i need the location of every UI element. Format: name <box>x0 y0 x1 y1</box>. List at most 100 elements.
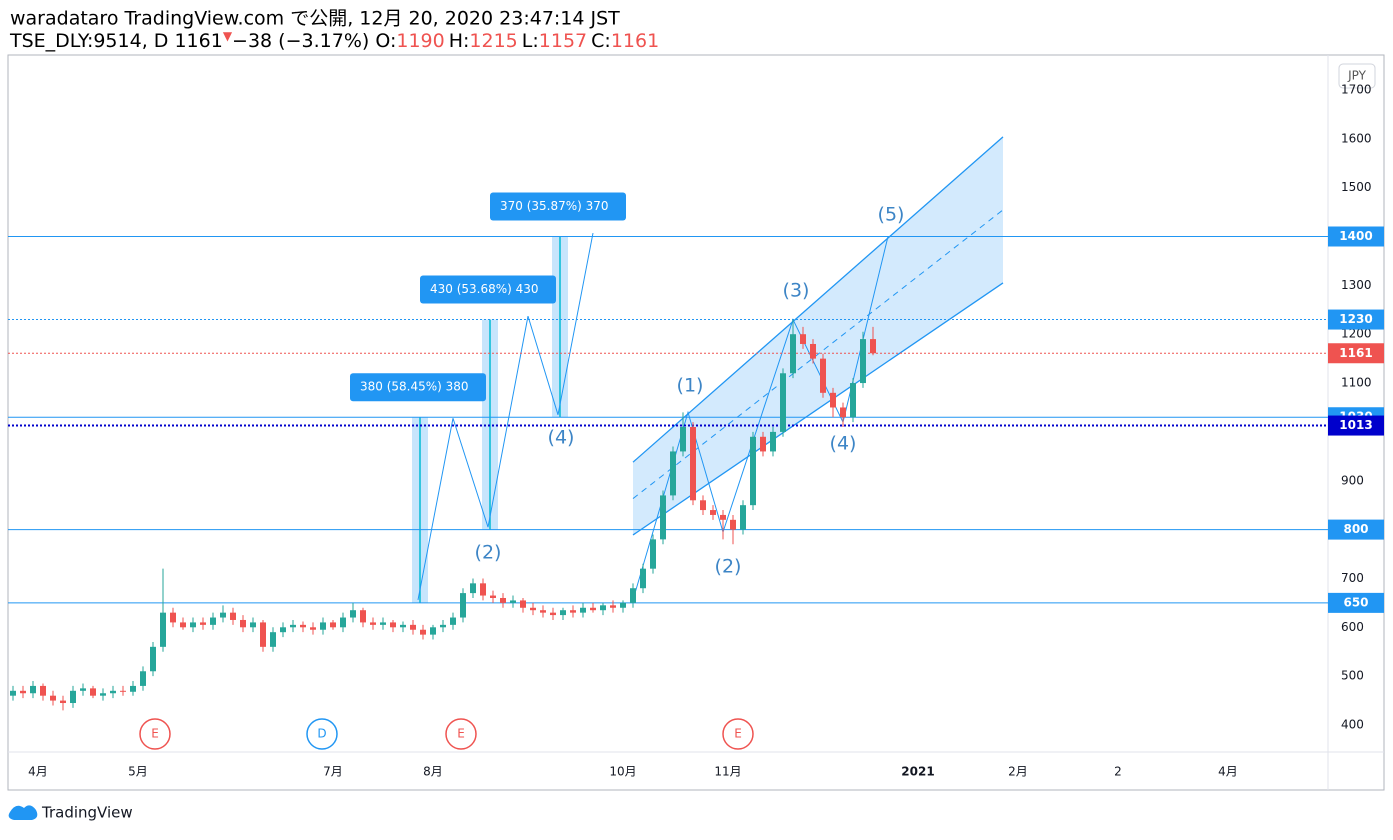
wave-label: (2) <box>715 556 742 578</box>
candle-body <box>770 431 776 452</box>
measure-label-box <box>490 192 626 221</box>
wave-label: (3) <box>783 280 810 302</box>
candle-body <box>680 427 686 452</box>
x-tick-label: 4月 <box>28 765 48 779</box>
candle-body <box>270 632 276 647</box>
candle-body <box>860 339 866 384</box>
event-label: E <box>151 727 159 741</box>
price-label: 1013 <box>1339 418 1372 432</box>
price-label-box <box>1328 343 1384 364</box>
candle-body <box>620 602 626 608</box>
candle-body <box>710 510 716 515</box>
y-tick-label: 500 <box>1341 669 1364 683</box>
measure-label: 380 (58.45%) 380 <box>360 380 469 394</box>
candle-body <box>340 617 346 628</box>
measure-label: 430 (53.68%) 430 <box>430 282 539 296</box>
symbol: TSE_DLY:9514, D 1161 <box>9 30 223 52</box>
candle-body <box>450 617 456 625</box>
event-label: E <box>734 727 742 741</box>
channel-upper <box>632 136 1004 463</box>
candle-body <box>590 607 596 611</box>
channel-mid <box>632 209 1004 499</box>
event-marker <box>139 718 171 750</box>
candle-body <box>190 622 196 628</box>
channel-fill <box>633 136 1003 535</box>
open: 1190 <box>396 30 444 52</box>
wave-label: (1) <box>677 375 704 397</box>
price-label-box <box>1328 415 1384 436</box>
candle-body <box>430 627 436 635</box>
candle-body <box>370 622 376 625</box>
candle-body <box>510 600 516 603</box>
logo-text: TradingView <box>41 804 133 822</box>
x-tick-label: 10月 <box>609 765 636 779</box>
candle-body <box>460 593 466 618</box>
candle-body <box>140 671 146 686</box>
measure-label: 370 (35.87%) 370 <box>500 199 609 213</box>
candle-body <box>810 343 816 359</box>
y-tick-label: 1500 <box>1341 180 1372 194</box>
price-label-box <box>1328 592 1384 613</box>
candle-body <box>130 685 136 692</box>
candle-body <box>830 392 836 408</box>
price-label: 1230 <box>1339 312 1372 326</box>
y-tick-label: 1600 <box>1341 131 1372 145</box>
candle-body <box>470 583 476 594</box>
candle-body <box>160 612 166 647</box>
measure-label-box <box>420 275 556 304</box>
candle-body <box>10 690 16 696</box>
y-tick-label: 700 <box>1341 571 1364 585</box>
x-tick-label: 2月 <box>1008 765 1028 779</box>
candle-body <box>90 688 96 696</box>
change: −38 (−3.17%) O: <box>232 30 396 52</box>
x-tick-label: 11月 <box>714 765 741 779</box>
candle-body <box>780 373 786 432</box>
x-tick-label: 2021 <box>901 765 934 779</box>
l: L: <box>522 30 539 52</box>
c: C: <box>591 30 611 52</box>
candle-body <box>480 583 486 596</box>
high: 1215 <box>469 30 517 52</box>
x-tick-label: 5月 <box>128 765 148 779</box>
candle-body <box>280 627 286 633</box>
event-label: D <box>317 727 326 741</box>
candle-body <box>400 624 406 628</box>
candle-body <box>740 505 746 530</box>
candle-body <box>840 407 846 418</box>
candle-body <box>240 619 246 628</box>
candle-body <box>380 622 386 625</box>
price-label-box <box>1328 226 1384 247</box>
candle-body <box>220 612 226 618</box>
low: 1157 <box>539 30 587 52</box>
close: 1161 <box>611 30 659 52</box>
candle-body <box>360 610 366 623</box>
candle-body <box>300 624 306 628</box>
candle-body <box>440 624 446 628</box>
candle-body <box>760 436 766 452</box>
publisher: waradataro TradingView.com で公開, 12月 20, … <box>10 8 620 30</box>
price-label: 1400 <box>1339 229 1372 243</box>
y-tick-label: 600 <box>1341 620 1364 634</box>
candle-body <box>390 622 396 628</box>
candle-body <box>540 610 546 613</box>
event-marker <box>445 718 477 750</box>
candle-body <box>550 612 556 616</box>
y-tick-label: 1700 <box>1341 82 1372 96</box>
event-label: E <box>457 727 465 741</box>
candle-body <box>410 624 416 630</box>
candle-body <box>150 646 156 672</box>
candle-body <box>530 607 536 611</box>
currency-box[interactable] <box>1338 63 1376 89</box>
candle-body <box>750 436 756 506</box>
y-tick-label: 400 <box>1341 718 1364 732</box>
candle-body <box>330 622 336 628</box>
candle-body <box>290 624 296 628</box>
y-tick-label: 900 <box>1341 473 1364 487</box>
candle-body <box>210 617 216 625</box>
candle-body <box>250 622 256 628</box>
x-tick-label: 2 <box>1114 765 1122 779</box>
candle-body <box>820 358 826 393</box>
candle-body <box>120 690 126 692</box>
candle-body <box>500 597 506 603</box>
